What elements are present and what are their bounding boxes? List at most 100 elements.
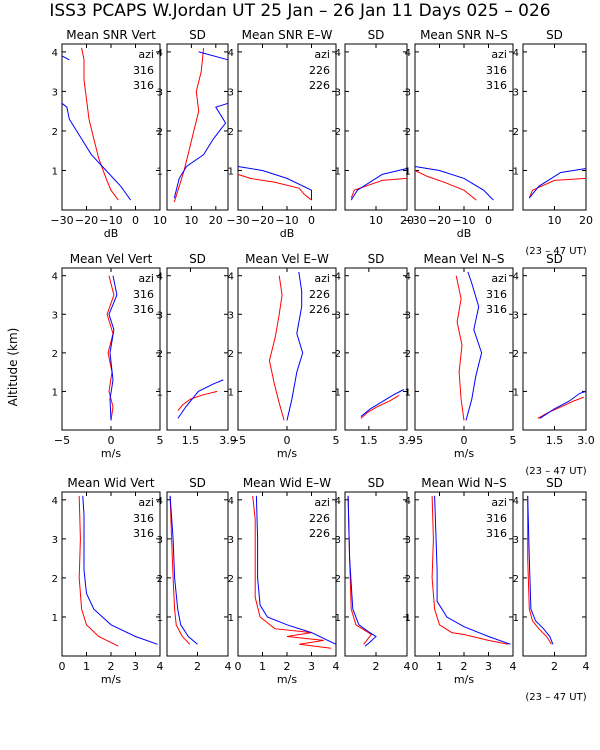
y-tick-label: 3 xyxy=(52,310,58,321)
x-tick-label: −5 xyxy=(230,434,246,447)
y-tick-label: 2 xyxy=(52,574,58,585)
legend-entry: 316 xyxy=(486,288,507,301)
series-line-blue xyxy=(286,271,304,421)
panel-frame xyxy=(166,267,229,431)
series-line-red xyxy=(78,495,119,647)
y-tick-label: 3 xyxy=(405,310,411,321)
y-tick-label: 2 xyxy=(513,574,519,585)
y-tick-label: 1 xyxy=(52,387,58,398)
legend-entry: 316 xyxy=(133,79,154,92)
y-tick-label: 2 xyxy=(335,574,341,585)
x-tick-label: −30 xyxy=(50,214,73,227)
x-tick-label: 1 xyxy=(436,660,443,673)
x-tick-label: −30 xyxy=(226,214,249,227)
x-tick-label: 4 xyxy=(510,660,517,673)
x-tick-label: 0 xyxy=(235,660,242,673)
panel-frame xyxy=(344,491,408,657)
x-tick-label: 3 xyxy=(132,660,139,673)
x-tick-label: 10 xyxy=(369,214,383,227)
legend-entry: 316 xyxy=(133,527,154,540)
y-tick-label: 2 xyxy=(157,349,163,360)
x-tick-label: 0 xyxy=(108,434,115,447)
x-tick-label: 20 xyxy=(400,214,414,227)
x-tick-label: 0 xyxy=(461,434,468,447)
series-line-red xyxy=(252,495,332,649)
panel-title: SD xyxy=(189,28,206,42)
x-tick-label: −20 xyxy=(428,214,451,227)
series-line-blue xyxy=(255,495,337,645)
series-line-red xyxy=(237,173,312,201)
y-tick-label: 3 xyxy=(405,87,411,98)
legend-entry: 316 xyxy=(133,512,154,525)
y-tick-label: 4 xyxy=(52,496,58,507)
time-range-label: (23 – 47 UT) xyxy=(525,692,586,703)
y-tick-label: 2 xyxy=(157,574,163,585)
series-line-red xyxy=(360,394,400,419)
x-tick-label: 20 xyxy=(579,214,593,227)
series-line-blue xyxy=(527,495,554,645)
y-tick-label: 4 xyxy=(228,272,234,283)
series-line-blue xyxy=(528,168,587,199)
series-line-red xyxy=(268,275,285,421)
y-tick-label: 1 xyxy=(228,387,234,398)
x-tick-label: 1.5 xyxy=(182,434,200,447)
y-tick-label: 4 xyxy=(513,48,519,59)
y-tick-label: 2 xyxy=(52,349,58,360)
y-tick-label: 2 xyxy=(513,127,519,138)
y-tick-label: 4 xyxy=(52,272,58,283)
series-line-red xyxy=(169,495,191,645)
y-tick-label: 1 xyxy=(513,166,519,177)
x-tick-label: 1 xyxy=(83,660,90,673)
y-tick-label: 1 xyxy=(157,613,163,624)
legend-header: azi xyxy=(138,272,154,285)
y-tick-label: 3 xyxy=(228,87,234,98)
legend-header: azi xyxy=(314,496,330,509)
x-tick-label: 0 xyxy=(485,214,492,227)
series-line-blue xyxy=(82,495,158,645)
y-tick-label: 3 xyxy=(52,87,58,98)
series-line-blue xyxy=(347,495,377,647)
y-tick-label: 1 xyxy=(335,613,341,624)
x-axis-label: dB xyxy=(280,227,295,240)
panel-frame xyxy=(522,267,587,431)
legend-header: azi xyxy=(138,496,154,509)
panel-title: Mean Wid N–S xyxy=(421,476,506,490)
x-tick-label: 3.0 xyxy=(577,434,595,447)
y-tick-label: 4 xyxy=(405,48,411,59)
x-tick-label: −5 xyxy=(407,434,423,447)
y-tick-label: 2 xyxy=(335,349,341,360)
legend-entry: 226 xyxy=(309,527,330,540)
panel-title: Mean Vel Vert xyxy=(70,252,153,266)
y-tick-label: 2 xyxy=(513,349,519,360)
panel-frame xyxy=(522,43,587,211)
y-tick-label: 4 xyxy=(52,48,58,59)
y-tick-label: 1 xyxy=(157,166,163,177)
x-tick-label: 0 xyxy=(132,214,139,227)
y-tick-label: 4 xyxy=(335,272,341,283)
x-tick-label: 5 xyxy=(510,434,517,447)
x-tick-label: 3.9 xyxy=(398,434,416,447)
time-range-label: (23 – 47 UT) xyxy=(525,246,586,257)
panel-frame xyxy=(166,491,229,657)
x-tick-label: 3 xyxy=(308,660,315,673)
x-axis-label: m/s xyxy=(454,447,474,460)
x-tick-label: 10 xyxy=(548,214,562,227)
x-tick-label: 1.5 xyxy=(546,434,564,447)
series-line-blue xyxy=(360,389,405,417)
time-range-label: (23 – 47 UT) xyxy=(525,466,586,477)
legend-header: azi xyxy=(491,272,507,285)
series-line-blue xyxy=(414,166,494,201)
x-tick-label: 4 xyxy=(404,660,411,673)
x-tick-label: 5 xyxy=(157,434,164,447)
x-tick-label: −20 xyxy=(251,214,274,227)
y-tick-label: 2 xyxy=(52,127,58,138)
y-tick-label: 1 xyxy=(405,613,411,624)
series-line-red xyxy=(455,275,465,421)
series-line-blue xyxy=(108,275,118,421)
x-tick-label: 2 xyxy=(373,660,380,673)
y-tick-label: 2 xyxy=(228,574,234,585)
x-axis-label: m/s xyxy=(101,447,121,460)
y-tick-label: 3 xyxy=(513,535,519,546)
y-tick-label: 4 xyxy=(157,48,163,59)
